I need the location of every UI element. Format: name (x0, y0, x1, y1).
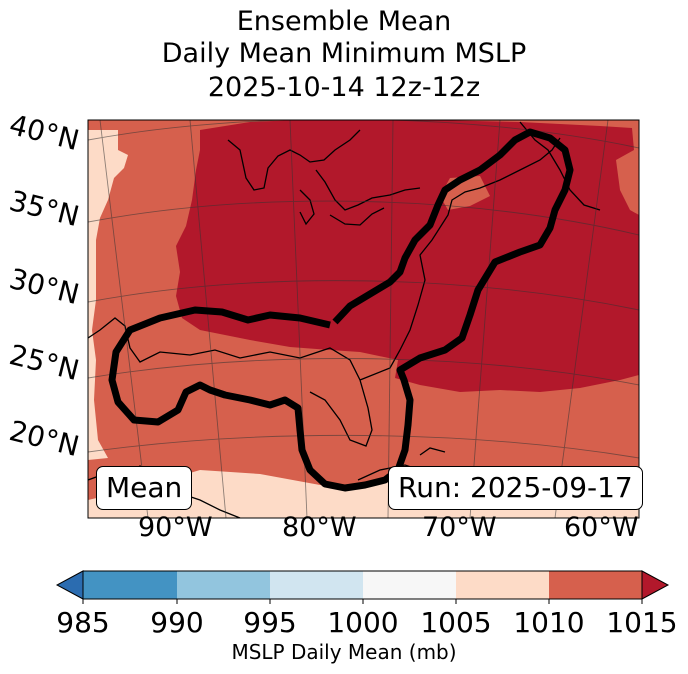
lon-label-80w: 80°W (282, 512, 357, 543)
run-date-badge: Run: 2025-09-17 (388, 466, 643, 510)
graticule (88, 120, 639, 518)
colorbar-tick-1005: 1005 (420, 606, 492, 639)
title-line-2: Daily Mean Minimum MSLP (161, 38, 527, 69)
mean-badge: Mean (96, 466, 193, 510)
colorbar-bin-985-990 (83, 571, 177, 599)
map-frame (87, 119, 640, 519)
colorbar-bin-1000-1005 (363, 571, 456, 599)
title-line-3: 2025-10-14 12z-12z (207, 72, 481, 103)
colorbar-tick-1000: 1000 (327, 606, 399, 639)
lon-label-60w: 60°W (564, 512, 639, 543)
colorbar-bin-995-1000 (270, 571, 363, 599)
colorbar-bin-1010-1015 (549, 571, 642, 599)
contour-line (108, 128, 574, 492)
lon-label-70w: 70°W (422, 512, 497, 543)
colorbar-tick-990: 990 (150, 606, 204, 639)
colorbar-label: MSLP Daily Mean (mb) (231, 640, 457, 664)
colorbar-tick-995: 995 (243, 606, 297, 639)
title-line-1: Ensemble Mean (236, 6, 452, 37)
lon-label-90w: 90°W (138, 512, 213, 543)
colorbar-tick-1015: 1015 (606, 606, 678, 639)
colorbar-bin-1005-1010 (456, 571, 549, 599)
mslp-field (88, 120, 639, 518)
colorbar-tick-985: 985 (56, 606, 110, 639)
colorbar-bin-990-995 (177, 571, 270, 599)
colorbar-extend-low (55, 570, 84, 600)
field-1005-1010-west (88, 130, 128, 460)
colorbar (55, 570, 670, 604)
colorbar-tick-1010: 1010 (513, 606, 585, 639)
colorbar-extend-high (641, 570, 670, 600)
